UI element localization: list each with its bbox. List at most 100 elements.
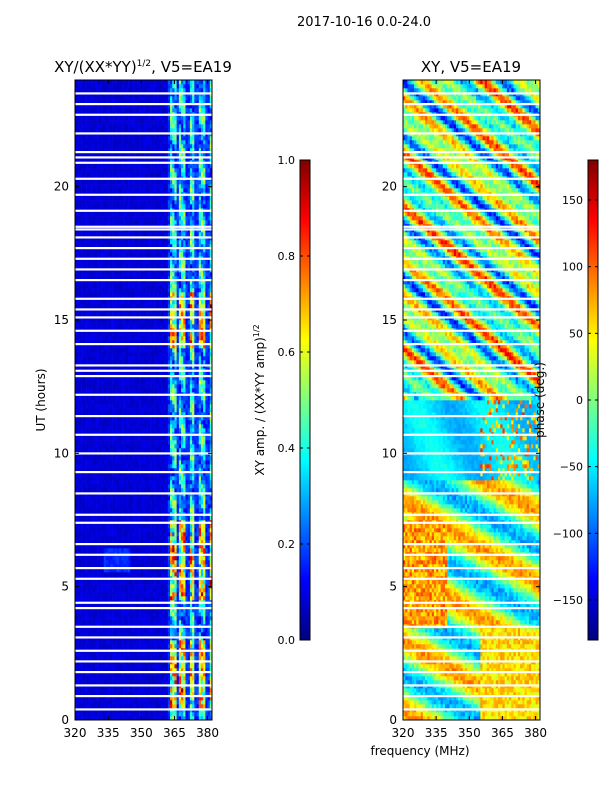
heatmap-cell	[152, 464, 155, 469]
heatmap-cell	[158, 700, 162, 705]
heatmap-cell	[194, 464, 197, 469]
heatmap-cell	[81, 472, 85, 477]
heatmap-cell	[154, 616, 158, 621]
heatmap-cell	[94, 420, 98, 425]
heatmap-cell	[163, 628, 166, 633]
heatmap-cell	[99, 408, 102, 413]
heatmap-cell	[145, 604, 149, 609]
heatmap-cell	[192, 488, 195, 493]
heatmap-cell	[92, 560, 96, 565]
heatmap-cell	[147, 640, 151, 645]
heatmap-cell	[88, 396, 91, 401]
heatmap-cell	[83, 664, 87, 669]
heatmap-cell	[165, 528, 169, 533]
heatmap-cell	[97, 604, 100, 609]
heatmap-cell	[130, 564, 133, 569]
heatmap-cell	[196, 604, 200, 609]
heatmap-cell	[90, 616, 93, 621]
heatmap-cell	[194, 688, 197, 693]
heatmap-cell	[187, 692, 191, 697]
heatmap-cell	[139, 616, 142, 621]
heatmap-cell	[205, 580, 208, 585]
heatmap-cell	[165, 460, 169, 465]
heatmap-cell	[185, 556, 188, 561]
heatmap-cell	[130, 588, 133, 593]
heatmap-cell	[181, 672, 184, 677]
heatmap-cell	[200, 460, 204, 465]
heatmap-cell	[156, 568, 160, 573]
heatmap-cell	[79, 436, 82, 441]
heatmap-cell	[198, 572, 202, 577]
heatmap-cell	[207, 700, 211, 705]
heatmap-cell	[187, 664, 191, 669]
heatmap-cell	[196, 408, 200, 413]
heatmap-cell	[116, 440, 120, 445]
heatmap-cell	[114, 412, 118, 417]
heatmap-cell	[130, 404, 133, 409]
heatmap-cell	[147, 628, 151, 633]
heatmap-cell	[103, 524, 107, 529]
heatmap-cell	[79, 596, 82, 601]
heatmap-cell	[97, 420, 100, 425]
heatmap-cell	[203, 428, 206, 433]
heatmap-cell	[81, 652, 85, 657]
heatmap-cell	[194, 644, 197, 649]
heatmap-cell	[103, 580, 107, 585]
heatmap-cell	[150, 532, 153, 537]
heatmap-cell	[75, 652, 78, 657]
heatmap-cell	[86, 632, 89, 637]
heatmap-cell	[181, 564, 184, 569]
heatmap-cell	[83, 472, 87, 477]
heatmap-cell	[116, 460, 120, 465]
heatmap-cell	[150, 676, 153, 681]
heatmap-cell	[174, 412, 177, 417]
heatmap-cell	[108, 612, 111, 617]
heatmap-cell	[176, 640, 180, 645]
heatmap-cell	[189, 428, 193, 433]
heatmap-cell	[181, 568, 184, 573]
heatmap-cell	[130, 644, 133, 649]
heatmap-cell	[207, 556, 211, 561]
heatmap-cell	[139, 412, 142, 417]
heatmap-cell	[207, 408, 211, 413]
heatmap-cell	[114, 656, 118, 661]
heatmap-cell	[112, 692, 116, 697]
heatmap-cell	[121, 528, 124, 533]
heatmap-cell	[207, 560, 211, 565]
heatmap-cell	[194, 580, 197, 585]
heatmap-cell	[132, 456, 135, 461]
heatmap-cell	[125, 616, 129, 621]
heatmap-cell	[134, 628, 138, 633]
heatmap-cell	[161, 616, 164, 621]
heatmap-cell	[161, 516, 164, 521]
heatmap-cell	[145, 712, 149, 717]
heatmap-cell	[174, 572, 177, 577]
heatmap-cell	[136, 584, 140, 589]
heatmap-cell	[139, 536, 142, 541]
heatmap-cell	[161, 484, 164, 489]
heatmap-cell	[132, 424, 135, 429]
heatmap-cell	[139, 528, 142, 533]
heatmap-cell	[187, 460, 191, 465]
heatmap-cell	[128, 620, 131, 625]
heatmap-cell	[194, 680, 197, 685]
heatmap-cell	[97, 644, 100, 649]
heatmap-cell	[152, 680, 155, 685]
heatmap-cell	[198, 548, 202, 553]
heatmap-cell	[125, 640, 129, 645]
heatmap-cell	[81, 716, 85, 721]
heatmap-cell	[119, 400, 122, 405]
heatmap-cell	[200, 584, 204, 589]
heatmap-cell	[75, 604, 78, 609]
heatmap-cell	[181, 456, 184, 461]
heatmap-cell	[130, 696, 133, 701]
heatmap-cell	[114, 404, 118, 409]
heatmap-cell	[139, 668, 142, 673]
heatmap-cell	[77, 524, 80, 529]
heatmap-cell	[81, 412, 85, 417]
heatmap-cell	[207, 676, 211, 681]
heatmap-cell	[99, 524, 102, 529]
heatmap-cell	[90, 620, 93, 625]
heatmap-cell	[170, 468, 173, 473]
heatmap-cell	[94, 516, 98, 521]
